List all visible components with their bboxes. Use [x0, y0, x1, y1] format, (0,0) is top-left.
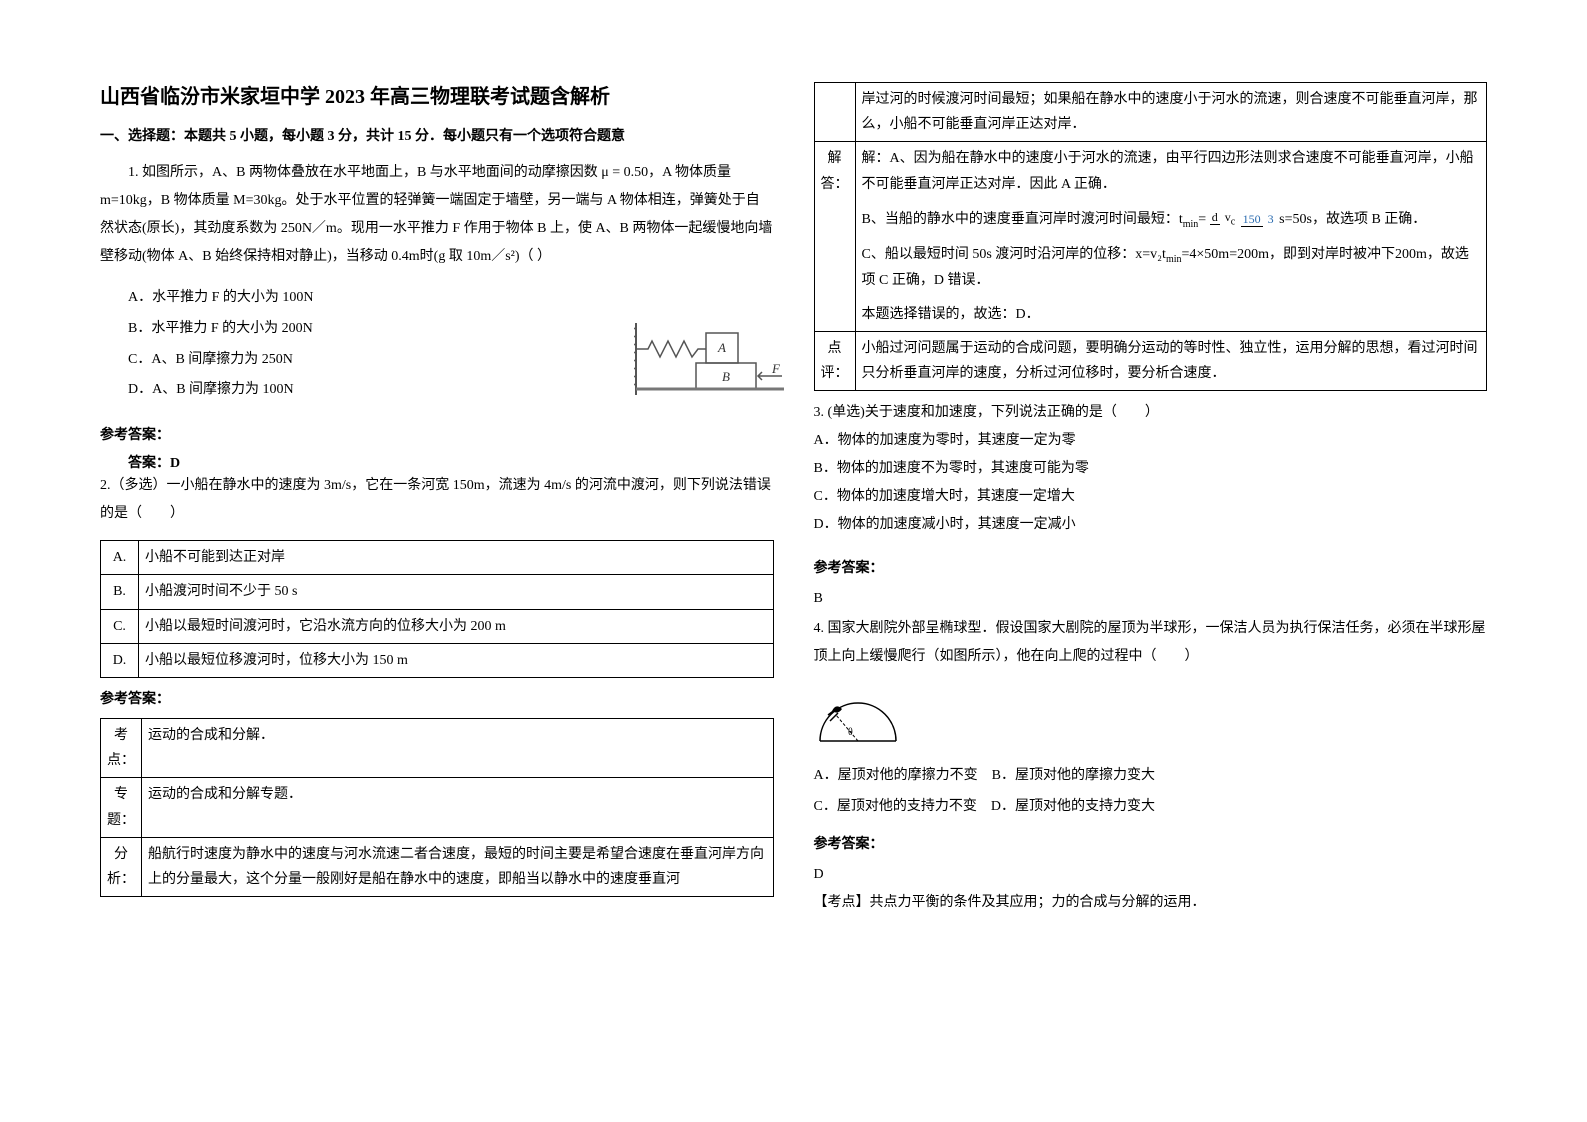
opt-label-a: A.	[101, 541, 139, 575]
fenxi-text: 船航行时速度为静水中的速度与河水流速二者合速度，最短的时间主要是希望合速度在垂直…	[142, 837, 774, 896]
table-row: 岸过河的时候渡河时间最短；如果船在静水中的速度小于河水的流速，则合速度不可能垂直…	[814, 83, 1487, 142]
q1-answer: 答案：D	[100, 452, 774, 472]
opt-label-b: B.	[101, 575, 139, 609]
q2-analysis-table: 考点： 运动的合成和分解． 专题： 运动的合成和分解专题． 分析： 船航行时速度…	[100, 718, 774, 897]
jieda-c: C、船以最短时间 50s 渡河时沿河岸的位移：x=v₂tmin=4×50m=20…	[862, 242, 1481, 294]
svg-text:A: A	[717, 340, 726, 355]
q2-options-table: A. 小船不可能到达正对岸 B. 小船渡河时间不少于 50 s C. 小船以最短…	[100, 540, 774, 678]
table-row: B. 小船渡河时间不少于 50 s	[101, 575, 774, 609]
table-row: 分析： 船航行时速度为静水中的速度与河水流速二者合速度，最短的时间主要是希望合速…	[101, 837, 774, 896]
zhuanti-label: 专题：	[101, 778, 142, 837]
q4-stem: 4. 国家大剧院外部呈椭球型．假设国家大剧院的屋顶为半球形，一保洁人员为执行保洁…	[814, 615, 1488, 671]
jieda-label: 解答：	[814, 142, 855, 331]
svg-text:F: F	[771, 361, 781, 376]
q3-answer: B	[814, 585, 1488, 613]
q3-answer-label: 参考答案：	[814, 557, 1488, 577]
q3-option-d: D．物体的加速度减小时，其速度一定减小	[814, 511, 1488, 539]
table-row: A. 小船不可能到达正对岸	[101, 541, 774, 575]
opt-text-a: 小船不可能到达正对岸	[139, 541, 774, 575]
zhuanti-text: 运动的合成和分解专题．	[142, 778, 774, 837]
question-4: 4. 国家大剧院外部呈椭球型．假设国家大剧院的屋顶为半球形，一保洁人员为执行保洁…	[814, 615, 1488, 671]
q4-option-c: C．屋顶对他的支持力不变	[814, 799, 977, 814]
q1-answer-label: 参考答案：	[100, 424, 774, 444]
table-row: 专题： 运动的合成和分解专题．	[101, 778, 774, 837]
question-1: 1. 如图所示，A、B 两物体叠放在水平地面上，B 与水平地面间的动摩擦因数 μ…	[100, 159, 774, 406]
q2-solution-table: 岸过河的时候渡河时间最短；如果船在静水中的速度小于河水的流速，则合速度不可能垂直…	[814, 82, 1488, 391]
opt-label-d: D.	[101, 643, 139, 677]
q2-stem: 2.（多选）一小船在静水中的速度为 3m/s，它在一条河宽 150m，流速为 4…	[100, 472, 774, 528]
q4-options-row1: A．屋顶对他的摩擦力不变 B．屋顶对他的摩擦力变大	[814, 761, 1488, 792]
jieda-text: 解：A、因为船在静水中的速度小于河水的流速，由平行四边形法则求合速度不可能垂直河…	[855, 142, 1487, 331]
left-column: 山西省临汾市米家垣中学 2023 年高三物理联考试题含解析 一、选择题：本题共 …	[100, 80, 774, 1082]
table-row: 解答： 解：A、因为船在静水中的速度小于河水的流速，由平行四边形法则求合速度不可…	[814, 142, 1487, 331]
kaodian-text: 运动的合成和分解．	[142, 718, 774, 777]
q2-answer-label: 参考答案：	[100, 688, 774, 708]
spring-figure: A B F	[634, 319, 784, 399]
dianping-label: 点评：	[814, 331, 855, 390]
q4-option-a: A．屋顶对他的摩擦力不变	[814, 768, 978, 783]
section-heading: 一、选择题：本题共 5 小题，每小题 3 分，共计 15 分．每小题只有一个选项…	[100, 125, 774, 145]
fenxi-continued: 岸过河的时候渡河时间最短；如果船在静水中的速度小于河水的流速，则合速度不可能垂直…	[855, 83, 1487, 142]
svg-text:θ: θ	[848, 727, 853, 738]
table-row: 点评： 小船过河问题属于运动的合成问题，要明确分运动的等时性、独立性，运用分解的…	[814, 331, 1487, 390]
jieda-b: B、当船的静水中的速度垂直河岸时渡河时间最短：tmin= d vc 150 3 …	[862, 207, 1481, 234]
table-row: D. 小船以最短位移渡河时，位移大小为 150 m	[101, 643, 774, 677]
opt-text-c: 小船以最短时间渡河时，它沿水流方向的位移大小为 200 m	[139, 609, 774, 643]
opt-text-b: 小船渡河时间不少于 50 s	[139, 575, 774, 609]
question-2: 2.（多选）一小船在静水中的速度为 3m/s，它在一条河宽 150m，流速为 4…	[100, 472, 774, 528]
table-row: 考点： 运动的合成和分解．	[101, 718, 774, 777]
q4-kaodian: 【考点】共点力平衡的条件及其应用；力的合成与分解的运用．	[814, 889, 1488, 917]
q4-answer-label: 参考答案：	[814, 833, 1488, 853]
svg-text:B: B	[722, 369, 730, 384]
q3-stem: 3. (单选)关于速度和加速度，下列说法正确的是（ ）	[814, 399, 1488, 427]
q4-options-row2: C．屋顶对他的支持力不变 D．屋顶对他的支持力变大	[814, 792, 1488, 823]
q4-answer: D	[814, 861, 1488, 889]
exam-title: 山西省临汾市米家垣中学 2023 年高三物理联考试题含解析	[100, 80, 774, 109]
q3-option-a: A．物体的加速度为零时，其速度一定为零	[814, 427, 1488, 455]
q3-option-c: C．物体的加速度增大时，其速度一定增大	[814, 483, 1488, 511]
q4-option-b: B．屋顶对他的摩擦力变大	[992, 768, 1155, 783]
jieda-end: 本题选择错误的，故选：D．	[862, 302, 1481, 327]
dome-figure: θ	[814, 691, 904, 747]
blank-label	[814, 83, 855, 142]
kaodian-label: 考点：	[101, 718, 142, 777]
q3-option-b: B．物体的加速度不为零时，其速度可能为零	[814, 455, 1488, 483]
question-3: 3. (单选)关于速度和加速度，下列说法正确的是（ ） A．物体的加速度为零时，…	[814, 399, 1488, 539]
q1-option-a: A．水平推力 F 的大小为 100N	[100, 283, 774, 314]
fenxi-label: 分析：	[101, 837, 142, 896]
q1-stem: 1. 如图所示，A、B 两物体叠放在水平地面上，B 与水平地面间的动摩擦因数 μ…	[100, 159, 774, 271]
dianping-text: 小船过河问题属于运动的合成问题，要明确分运动的等时性、独立性，运用分解的思想，看…	[855, 331, 1487, 390]
opt-label-c: C.	[101, 609, 139, 643]
table-row: C. 小船以最短时间渡河时，它沿水流方向的位移大小为 200 m	[101, 609, 774, 643]
opt-text-d: 小船以最短位移渡河时，位移大小为 150 m	[139, 643, 774, 677]
jieda-a: 解：A、因为船在静水中的速度小于河水的流速，由平行四边形法则求合速度不可能垂直河…	[862, 146, 1481, 196]
right-column: 岸过河的时候渡河时间最短；如果船在静水中的速度小于河水的流速，则合速度不可能垂直…	[814, 80, 1488, 1082]
q4-option-d: D．屋顶对他的支持力变大	[991, 799, 1155, 814]
